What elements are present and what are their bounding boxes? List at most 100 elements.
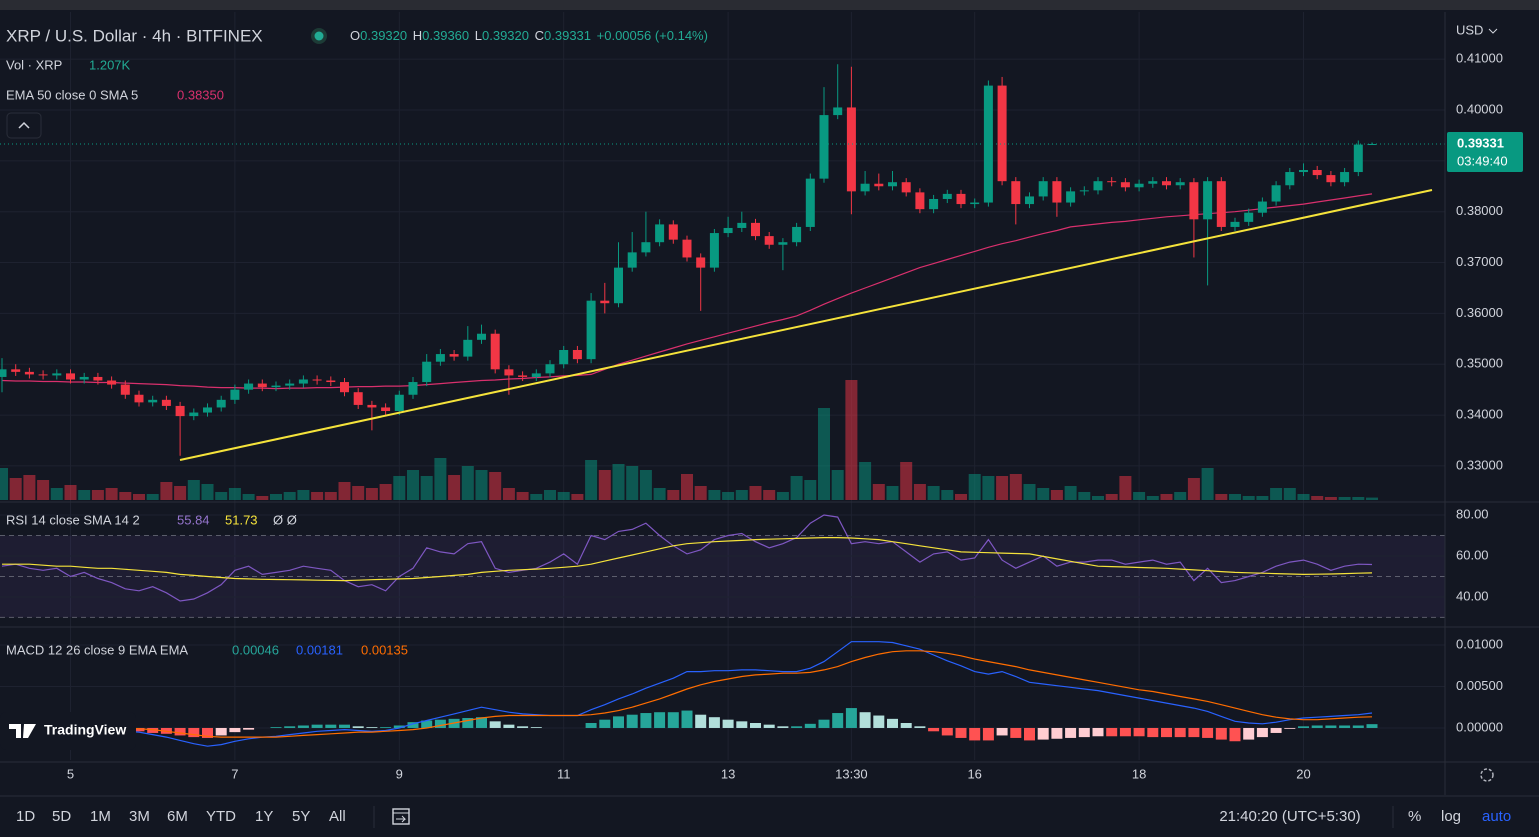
volume-bar [174, 486, 187, 500]
range-button[interactable]: 5D [52, 808, 71, 825]
macd-histogram-bar [1202, 727, 1214, 738]
volume-bar [763, 490, 776, 500]
y-tick-label: 0.38000 [1456, 203, 1503, 218]
volume-bar [1187, 478, 1200, 500]
macd-histogram-bar [407, 722, 419, 728]
macd-histogram-bar [1366, 724, 1378, 728]
volume-bar [324, 492, 337, 500]
candle-body [696, 257, 706, 268]
macd-histogram-bar [832, 713, 844, 728]
candle-body [942, 193, 952, 199]
candle-body [641, 242, 651, 253]
collapse-button[interactable] [6, 112, 42, 139]
range-button[interactable]: YTD [206, 808, 236, 825]
macd-histogram-bar [818, 719, 830, 728]
percent-toggle[interactable]: % [1408, 808, 1421, 825]
goto-date-button[interactable] [392, 808, 410, 825]
range-button[interactable]: 1D [16, 808, 35, 825]
log-toggle[interactable]: log [1441, 808, 1461, 825]
macd-histogram-bar [955, 727, 967, 738]
volume-bar [1242, 496, 1255, 500]
auto-toggle[interactable]: auto [1482, 808, 1511, 825]
candle-body [723, 227, 733, 234]
volume-bar [996, 476, 1009, 500]
macd-histogram-bar [722, 719, 734, 728]
volume-bar [818, 408, 830, 500]
candle-body [477, 333, 486, 340]
volume-bar [900, 462, 913, 500]
volume-bar [283, 492, 296, 500]
volume-bar [311, 492, 324, 500]
candle-body [52, 373, 62, 376]
x-tick-label: 20 [1296, 766, 1310, 781]
macd-histogram-bar [270, 727, 282, 728]
macd-histogram-bar [1024, 727, 1035, 741]
range-button[interactable]: All [329, 808, 346, 825]
volume-bar [776, 492, 789, 500]
marks-layer [0, 64, 1445, 747]
candle-body [257, 383, 267, 388]
volume-bar [694, 486, 707, 500]
candle-body [1052, 181, 1062, 203]
macd-histogram-bar [188, 727, 200, 738]
candle-body [463, 339, 473, 357]
volume-bar [1256, 496, 1269, 500]
volume-bar [653, 488, 666, 500]
volume-bar [23, 475, 36, 500]
volume-bar [242, 494, 255, 500]
volume-bar [0, 468, 8, 500]
logo-text: TradingView [44, 722, 126, 738]
ema-value: 0.38350 [177, 87, 224, 102]
macd-histogram-bar [1188, 727, 1200, 738]
macd-histogram-bar [613, 716, 624, 728]
ema-line [1, 193, 1373, 390]
logo-box [0, 712, 136, 750]
candle-body [1285, 172, 1295, 186]
low-label: L [475, 28, 482, 43]
range-button[interactable]: 3M [129, 808, 150, 825]
volume-bar [91, 490, 104, 500]
rsi-value: 55.84 [177, 512, 210, 527]
volume-bar [379, 484, 392, 500]
volume-bar [489, 472, 502, 500]
candle-body [929, 198, 939, 210]
candle-body [408, 382, 418, 395]
candle-body [285, 383, 295, 386]
clock[interactable]: 21:40:20 (UTC+5:30) [1219, 808, 1360, 825]
range-button[interactable]: 6M [167, 808, 188, 825]
candle-body [1025, 196, 1034, 205]
candle-body [161, 399, 171, 406]
rsi-line [1, 514, 1373, 602]
macd-histogram-bar [750, 722, 761, 728]
candle-body [1148, 181, 1158, 184]
candle-body [860, 183, 870, 192]
x-tick-label: 13 [721, 766, 735, 781]
range-button[interactable]: 1Y [255, 808, 273, 825]
macd-histogram-bar [982, 727, 994, 741]
candle-body [189, 412, 199, 417]
macd-histogram-bar [517, 726, 529, 728]
macd-histogram-bar [599, 719, 611, 728]
high-value: 0.39360 [422, 28, 469, 43]
high-label: H [413, 28, 422, 43]
macd-histogram-bar [1352, 725, 1364, 728]
volume-bar [749, 486, 762, 500]
volume-bar [133, 494, 145, 500]
candle-body [1175, 182, 1185, 186]
candle-body [545, 364, 555, 374]
calendar-arrow [396, 815, 407, 823]
macd-histogram-bar [1229, 727, 1241, 742]
range-button[interactable]: 5Y [292, 808, 310, 825]
range-button[interactable]: 1M [90, 808, 111, 825]
candle-body [11, 369, 21, 372]
currency[interactable]: USD [1456, 22, 1483, 37]
candle-body [1162, 181, 1171, 186]
signal-value: 0.00135 [361, 642, 408, 657]
candle-body [271, 385, 281, 388]
volume-bar [1174, 492, 1187, 500]
settings-icon[interactable] [1480, 768, 1494, 782]
candle-body [1340, 172, 1350, 183]
volume-bar [297, 490, 310, 500]
macd-histogram-bar [708, 717, 720, 728]
